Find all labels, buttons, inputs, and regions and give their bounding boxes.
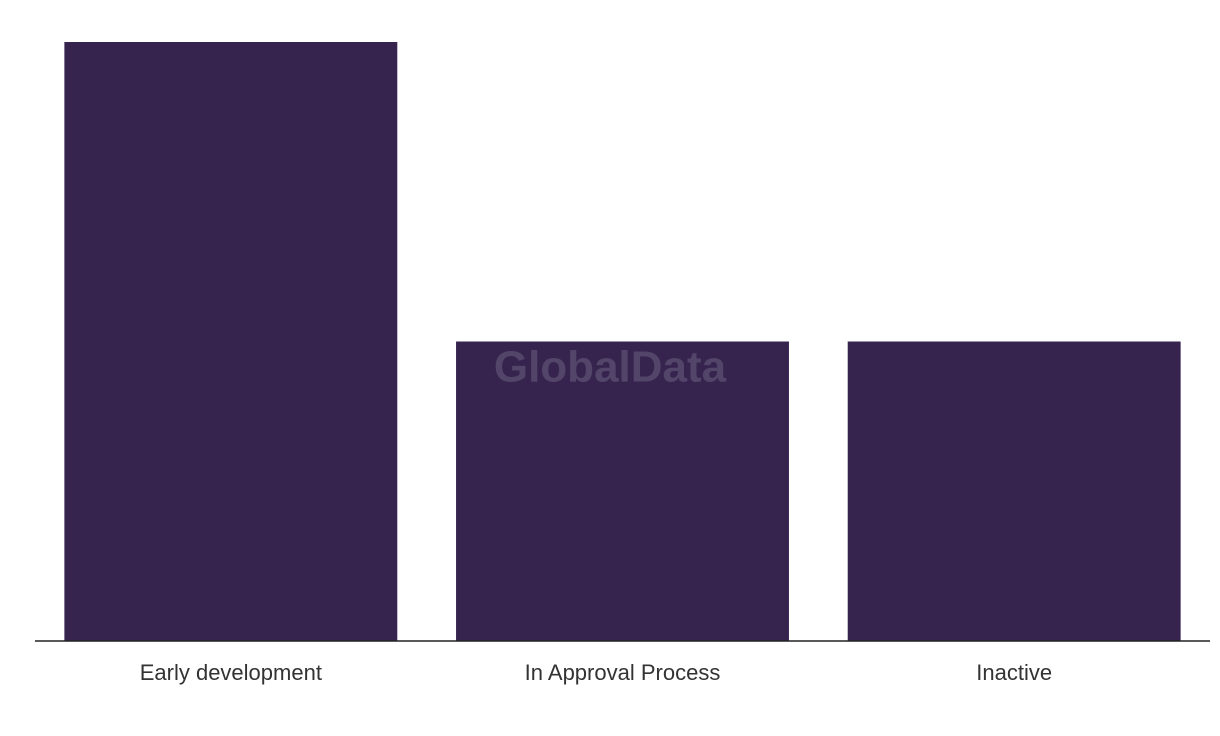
plot-area xyxy=(64,42,1181,641)
x-tick-label: In Approval Process xyxy=(525,660,721,685)
x-tick-label: Inactive xyxy=(976,660,1052,685)
x-tick-label: Early development xyxy=(140,660,322,685)
bar xyxy=(456,341,789,641)
watermark: GlobalData xyxy=(494,343,727,392)
bar xyxy=(64,42,398,641)
bar xyxy=(847,341,1181,641)
